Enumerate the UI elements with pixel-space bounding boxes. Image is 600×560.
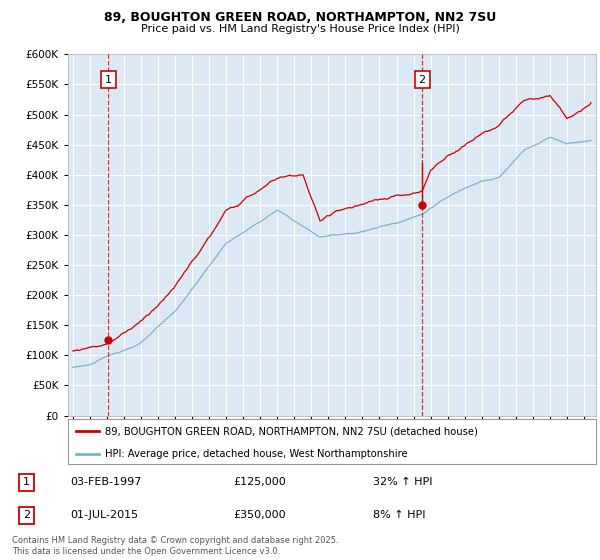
Text: £350,000: £350,000 bbox=[233, 511, 286, 520]
Text: 2: 2 bbox=[23, 511, 30, 520]
Text: 89, BOUGHTON GREEN ROAD, NORTHAMPTON, NN2 7SU: 89, BOUGHTON GREEN ROAD, NORTHAMPTON, NN… bbox=[104, 11, 496, 24]
Text: £125,000: £125,000 bbox=[233, 478, 286, 487]
Text: 03-FEB-1997: 03-FEB-1997 bbox=[70, 478, 142, 487]
Text: 2: 2 bbox=[419, 74, 425, 85]
Text: HPI: Average price, detached house, West Northamptonshire: HPI: Average price, detached house, West… bbox=[105, 449, 407, 459]
Text: 32% ↑ HPI: 32% ↑ HPI bbox=[373, 478, 433, 487]
Text: 1: 1 bbox=[23, 478, 30, 487]
Text: Price paid vs. HM Land Registry's House Price Index (HPI): Price paid vs. HM Land Registry's House … bbox=[140, 24, 460, 34]
Text: 1: 1 bbox=[105, 74, 112, 85]
Text: 8% ↑ HPI: 8% ↑ HPI bbox=[373, 511, 425, 520]
Text: Contains HM Land Registry data © Crown copyright and database right 2025.
This d: Contains HM Land Registry data © Crown c… bbox=[12, 536, 338, 556]
Text: 01-JUL-2015: 01-JUL-2015 bbox=[70, 511, 139, 520]
Text: 89, BOUGHTON GREEN ROAD, NORTHAMPTON, NN2 7SU (detached house): 89, BOUGHTON GREEN ROAD, NORTHAMPTON, NN… bbox=[105, 426, 478, 436]
